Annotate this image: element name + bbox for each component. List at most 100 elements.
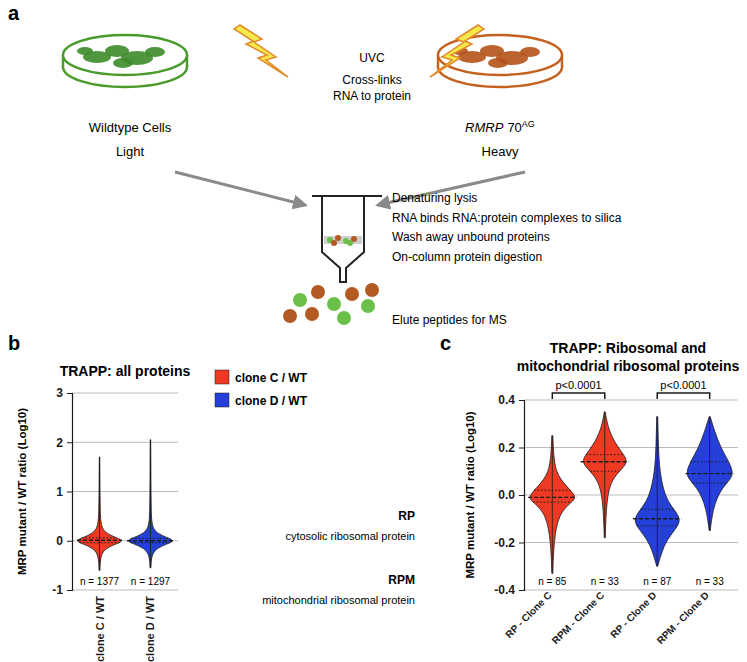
violin-quartile — [534, 490, 570, 491]
grid-line — [72, 442, 178, 443]
violin-quartile — [82, 537, 117, 538]
n-label: n = 87 — [643, 576, 672, 587]
n-label: n = 1297 — [131, 576, 171, 587]
legend-label: clone D / WT — [235, 394, 308, 408]
peptide-dot — [337, 311, 351, 325]
y-tick: -0.4 — [494, 583, 524, 597]
y-tick: 0 — [56, 534, 72, 548]
x-tick: RP - Clone C — [503, 590, 553, 640]
cell — [77, 47, 93, 55]
cells-title: Wildtype Cells — [89, 120, 172, 135]
y-tick: -0.2 — [494, 536, 524, 550]
panel-a: aWildtype CellsLightRMRP70AGHeavyUVCCros… — [8, 2, 622, 327]
lightning-bolt — [234, 25, 288, 77]
x-tick: RPM - Clone D — [655, 590, 711, 646]
grid-line — [524, 400, 738, 401]
complex-dot — [347, 240, 353, 246]
chart-title: mitochondrial ribosomal proteins — [517, 358, 740, 374]
complex-dot — [335, 235, 341, 241]
peptide-dot — [365, 283, 379, 297]
y-axis-title: MRP mutant / WT ratio (Log10) — [16, 408, 28, 575]
y-tick-label: 0.0 — [498, 488, 515, 502]
violin — [530, 436, 575, 574]
y-tick: 0.4 — [498, 393, 524, 407]
annotation-label: RP — [398, 509, 415, 523]
y-tick: 0.2 — [498, 441, 524, 455]
panel-label: b — [8, 332, 20, 354]
arrow — [378, 172, 525, 205]
y-tick: 2 — [56, 436, 72, 450]
step-text: Denaturing lysis — [392, 191, 477, 205]
y-tick-label: 0 — [56, 534, 63, 548]
chart-title: TRAPP: Ribosomal and — [550, 340, 706, 356]
y-tick-mark — [67, 590, 72, 591]
y-axis: -10123 — [52, 386, 72, 597]
x-axis: RP - Clone CRPM - Clone CRP - Clone DRPM… — [503, 590, 711, 646]
violins — [77, 440, 174, 571]
y-tick-mark — [519, 495, 524, 496]
silica — [324, 236, 362, 244]
y-tick-mark — [67, 541, 72, 542]
n-label: n = 85 — [538, 576, 567, 587]
cell — [145, 47, 165, 57]
x-tick: clone C / WT — [94, 596, 106, 662]
arrow — [175, 172, 305, 205]
x-tick-label: RP - Clone C — [503, 590, 553, 640]
peptide-dot — [345, 287, 359, 301]
x-tick-label: clone C / WT — [94, 596, 106, 662]
x-tick-label: RPM - Clone D — [655, 590, 711, 646]
step-text: RNA binds RNA:protein complexes to silic… — [392, 211, 622, 225]
legend-swatch — [215, 370, 229, 384]
grid-line — [72, 491, 178, 492]
violin-quartile — [641, 509, 674, 510]
y-tick-mark — [519, 400, 524, 401]
peptide-dot — [283, 309, 297, 323]
n-label: n = 33 — [591, 576, 620, 587]
y-tick: -1 — [52, 583, 72, 597]
n-label: n = 1377 — [80, 576, 120, 587]
violin-whisker — [150, 440, 151, 568]
x-tick: RP - Clone D — [608, 590, 658, 640]
significance-bracket — [552, 393, 604, 399]
violin-quartile — [80, 542, 119, 543]
cell — [113, 58, 133, 68]
step-text: Wash away unbound proteins — [392, 230, 550, 244]
x-tick: RPM - Clone C — [550, 590, 606, 646]
y-axis-title: MRP mutant / WT ratio (Log10) — [464, 411, 476, 578]
violin-whisker — [99, 457, 100, 570]
n-label: n = 33 — [696, 576, 725, 587]
violin-quartile — [692, 483, 726, 484]
panel-c: cTRAPP: Ribosomal andmitochondrial ribos… — [262, 332, 739, 646]
y-tick-mark — [519, 448, 524, 449]
y-tick-label: -1 — [52, 583, 63, 597]
y-tick-label: 2 — [56, 436, 63, 450]
allele: 70 — [507, 120, 521, 135]
center-text: Cross-links — [342, 73, 401, 87]
allele-sup: AG — [522, 119, 535, 129]
lightning-bolt — [430, 25, 484, 77]
chart-title: TRAPP: all proteins — [60, 363, 191, 379]
violin-quartile — [533, 502, 572, 503]
peptide-dot — [311, 285, 325, 299]
x-tick-label: clone D / WT — [144, 596, 156, 662]
p-value: p<0.0001 — [555, 379, 601, 391]
step-text: On-column protein digestion — [392, 250, 542, 264]
annotation-text: cytosolic ribosomal protein — [285, 530, 415, 542]
violin-quartile — [586, 454, 623, 455]
center-text: RNA to protein — [333, 89, 411, 103]
y-tick-label: 0.2 — [498, 441, 515, 455]
violin-quartile — [590, 471, 619, 472]
cells-title: RMRP70AG — [465, 119, 535, 135]
violin-median — [581, 461, 629, 462]
y-tick-label: 0.4 — [498, 393, 515, 407]
cell — [488, 58, 508, 68]
cell — [520, 47, 540, 57]
y-tick-mark — [67, 492, 72, 493]
legend-label: clone C / WT — [235, 371, 308, 385]
y-tick-mark — [519, 590, 524, 591]
peptide-dot — [327, 297, 341, 311]
cells-label: Heavy — [482, 144, 519, 159]
violin — [129, 440, 173, 568]
violin-median — [127, 540, 174, 541]
spin-column — [312, 196, 382, 282]
